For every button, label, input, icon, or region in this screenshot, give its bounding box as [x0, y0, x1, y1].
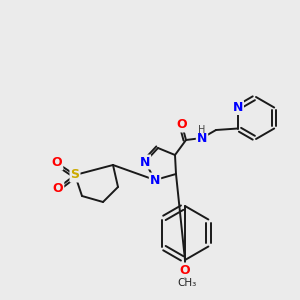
Text: H: H — [198, 125, 206, 135]
Text: N: N — [150, 173, 160, 187]
Text: CH₃: CH₃ — [177, 278, 196, 288]
Text: O: O — [177, 118, 187, 131]
Text: S: S — [70, 169, 80, 182]
Text: N: N — [140, 155, 150, 169]
Text: O: O — [53, 182, 63, 194]
Text: N: N — [197, 131, 207, 145]
Text: O: O — [180, 263, 190, 277]
Text: O: O — [52, 157, 62, 169]
Text: N: N — [232, 101, 243, 114]
